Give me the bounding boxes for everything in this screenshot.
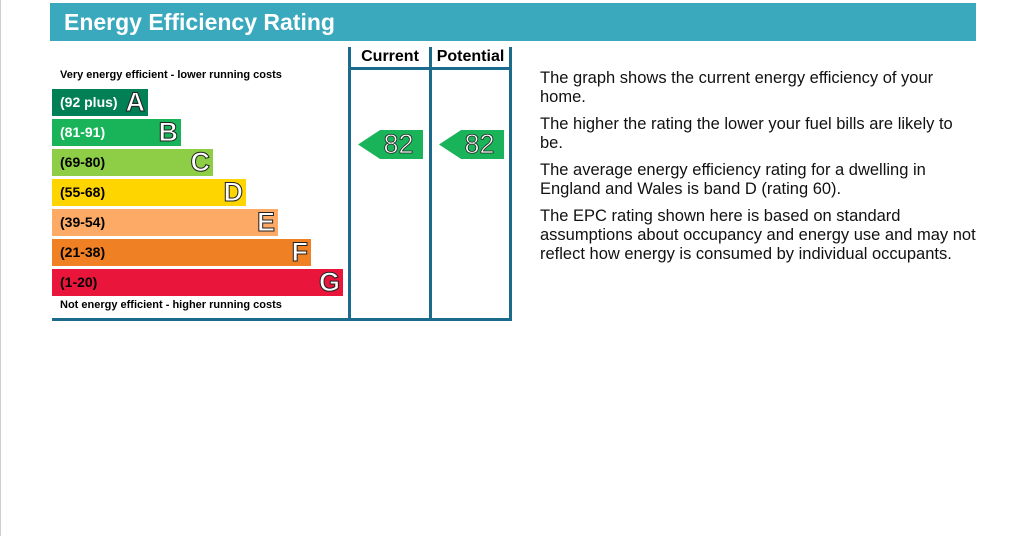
page-border xyxy=(0,0,1,536)
bottom-rule xyxy=(52,318,512,321)
band-letter: A xyxy=(125,87,145,118)
epc-rating-chart: Very energy efficient - lower running co… xyxy=(0,0,520,330)
band-range-label: (39-54) xyxy=(60,214,106,230)
band-range-label: (55-68) xyxy=(60,184,106,200)
band-range-label: (81-91) xyxy=(60,124,106,140)
column-divider-left xyxy=(348,47,351,321)
band-letter: D xyxy=(223,177,243,208)
current-rating-value: 82 xyxy=(383,129,414,159)
band-letter: E xyxy=(256,207,275,238)
band-letter: G xyxy=(318,267,340,298)
top-caption: Very energy efficient - lower running co… xyxy=(60,69,282,81)
band-range-label: (69-80) xyxy=(60,154,106,170)
header-divider xyxy=(350,67,510,70)
rating-band-a: (92 plus) A xyxy=(52,87,148,118)
band-letter: F xyxy=(291,237,308,268)
current-rating-arrow: 82 xyxy=(358,129,423,159)
rating-band-e: (39-54) E xyxy=(52,207,278,238)
description-panel: The graph shows the current energy effic… xyxy=(540,69,980,272)
potential-rating-arrow: 82 xyxy=(439,129,504,159)
rating-band-b: (81-91) B xyxy=(52,117,181,148)
band-letter: C xyxy=(190,147,210,178)
potential-column-header: Potential xyxy=(436,48,505,65)
column-divider-right xyxy=(509,47,512,321)
band-range-label: (92 plus) xyxy=(60,94,118,110)
description-paragraph: The average energy efficiency rating for… xyxy=(540,161,926,198)
column-divider-middle xyxy=(429,47,432,321)
rating-band-g: (1-20) G xyxy=(52,267,343,298)
rating-band-c: (69-80) C xyxy=(52,147,213,178)
rating-band-d: (55-68) D xyxy=(52,177,246,208)
potential-rating-value: 82 xyxy=(464,129,495,159)
description-paragraph: The higher the rating the lower your fue… xyxy=(540,115,953,152)
description-paragraph: The EPC rating shown here is based on st… xyxy=(540,207,976,263)
current-column-header: Current xyxy=(361,48,419,65)
band-letter: B xyxy=(158,117,178,148)
bottom-caption: Not energy efficient - higher running co… xyxy=(60,299,282,311)
page-title: Energy Efficiency Rating xyxy=(50,3,976,41)
description-paragraph: The graph shows the current energy effic… xyxy=(540,69,934,106)
rating-band-f: (21-38) F xyxy=(52,237,311,268)
band-range-label: (1-20) xyxy=(60,274,98,290)
band-range-label: (21-38) xyxy=(60,244,106,260)
